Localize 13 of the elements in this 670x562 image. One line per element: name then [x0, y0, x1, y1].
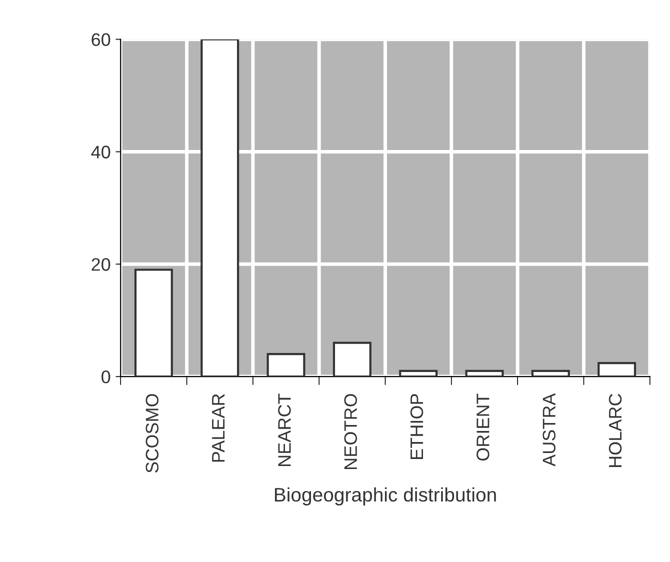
- x-tick-label: NEOTRO: [344, 394, 358, 469]
- x-tick-label: SCOSMO: [146, 394, 159, 473]
- x-axis-title: Biogeographic distribution: [274, 487, 496, 506]
- x-tick-label: ETHIOP: [410, 394, 424, 459]
- x-tick-label: AUSTRA: [542, 393, 556, 466]
- x-tick-label: ORIENT: [476, 394, 490, 461]
- x-tick-label: HOLARC: [608, 394, 622, 467]
- y-tick-label: 20: [92, 258, 110, 271]
- y-tick-label: 60: [92, 33, 110, 46]
- x-tick-label: PALEAR: [212, 394, 225, 462]
- y-tick-label: 40: [91, 146, 110, 158]
- y-tick-label: 0: [102, 370, 110, 384]
- x-tick-label: NEARCT: [278, 394, 291, 466]
